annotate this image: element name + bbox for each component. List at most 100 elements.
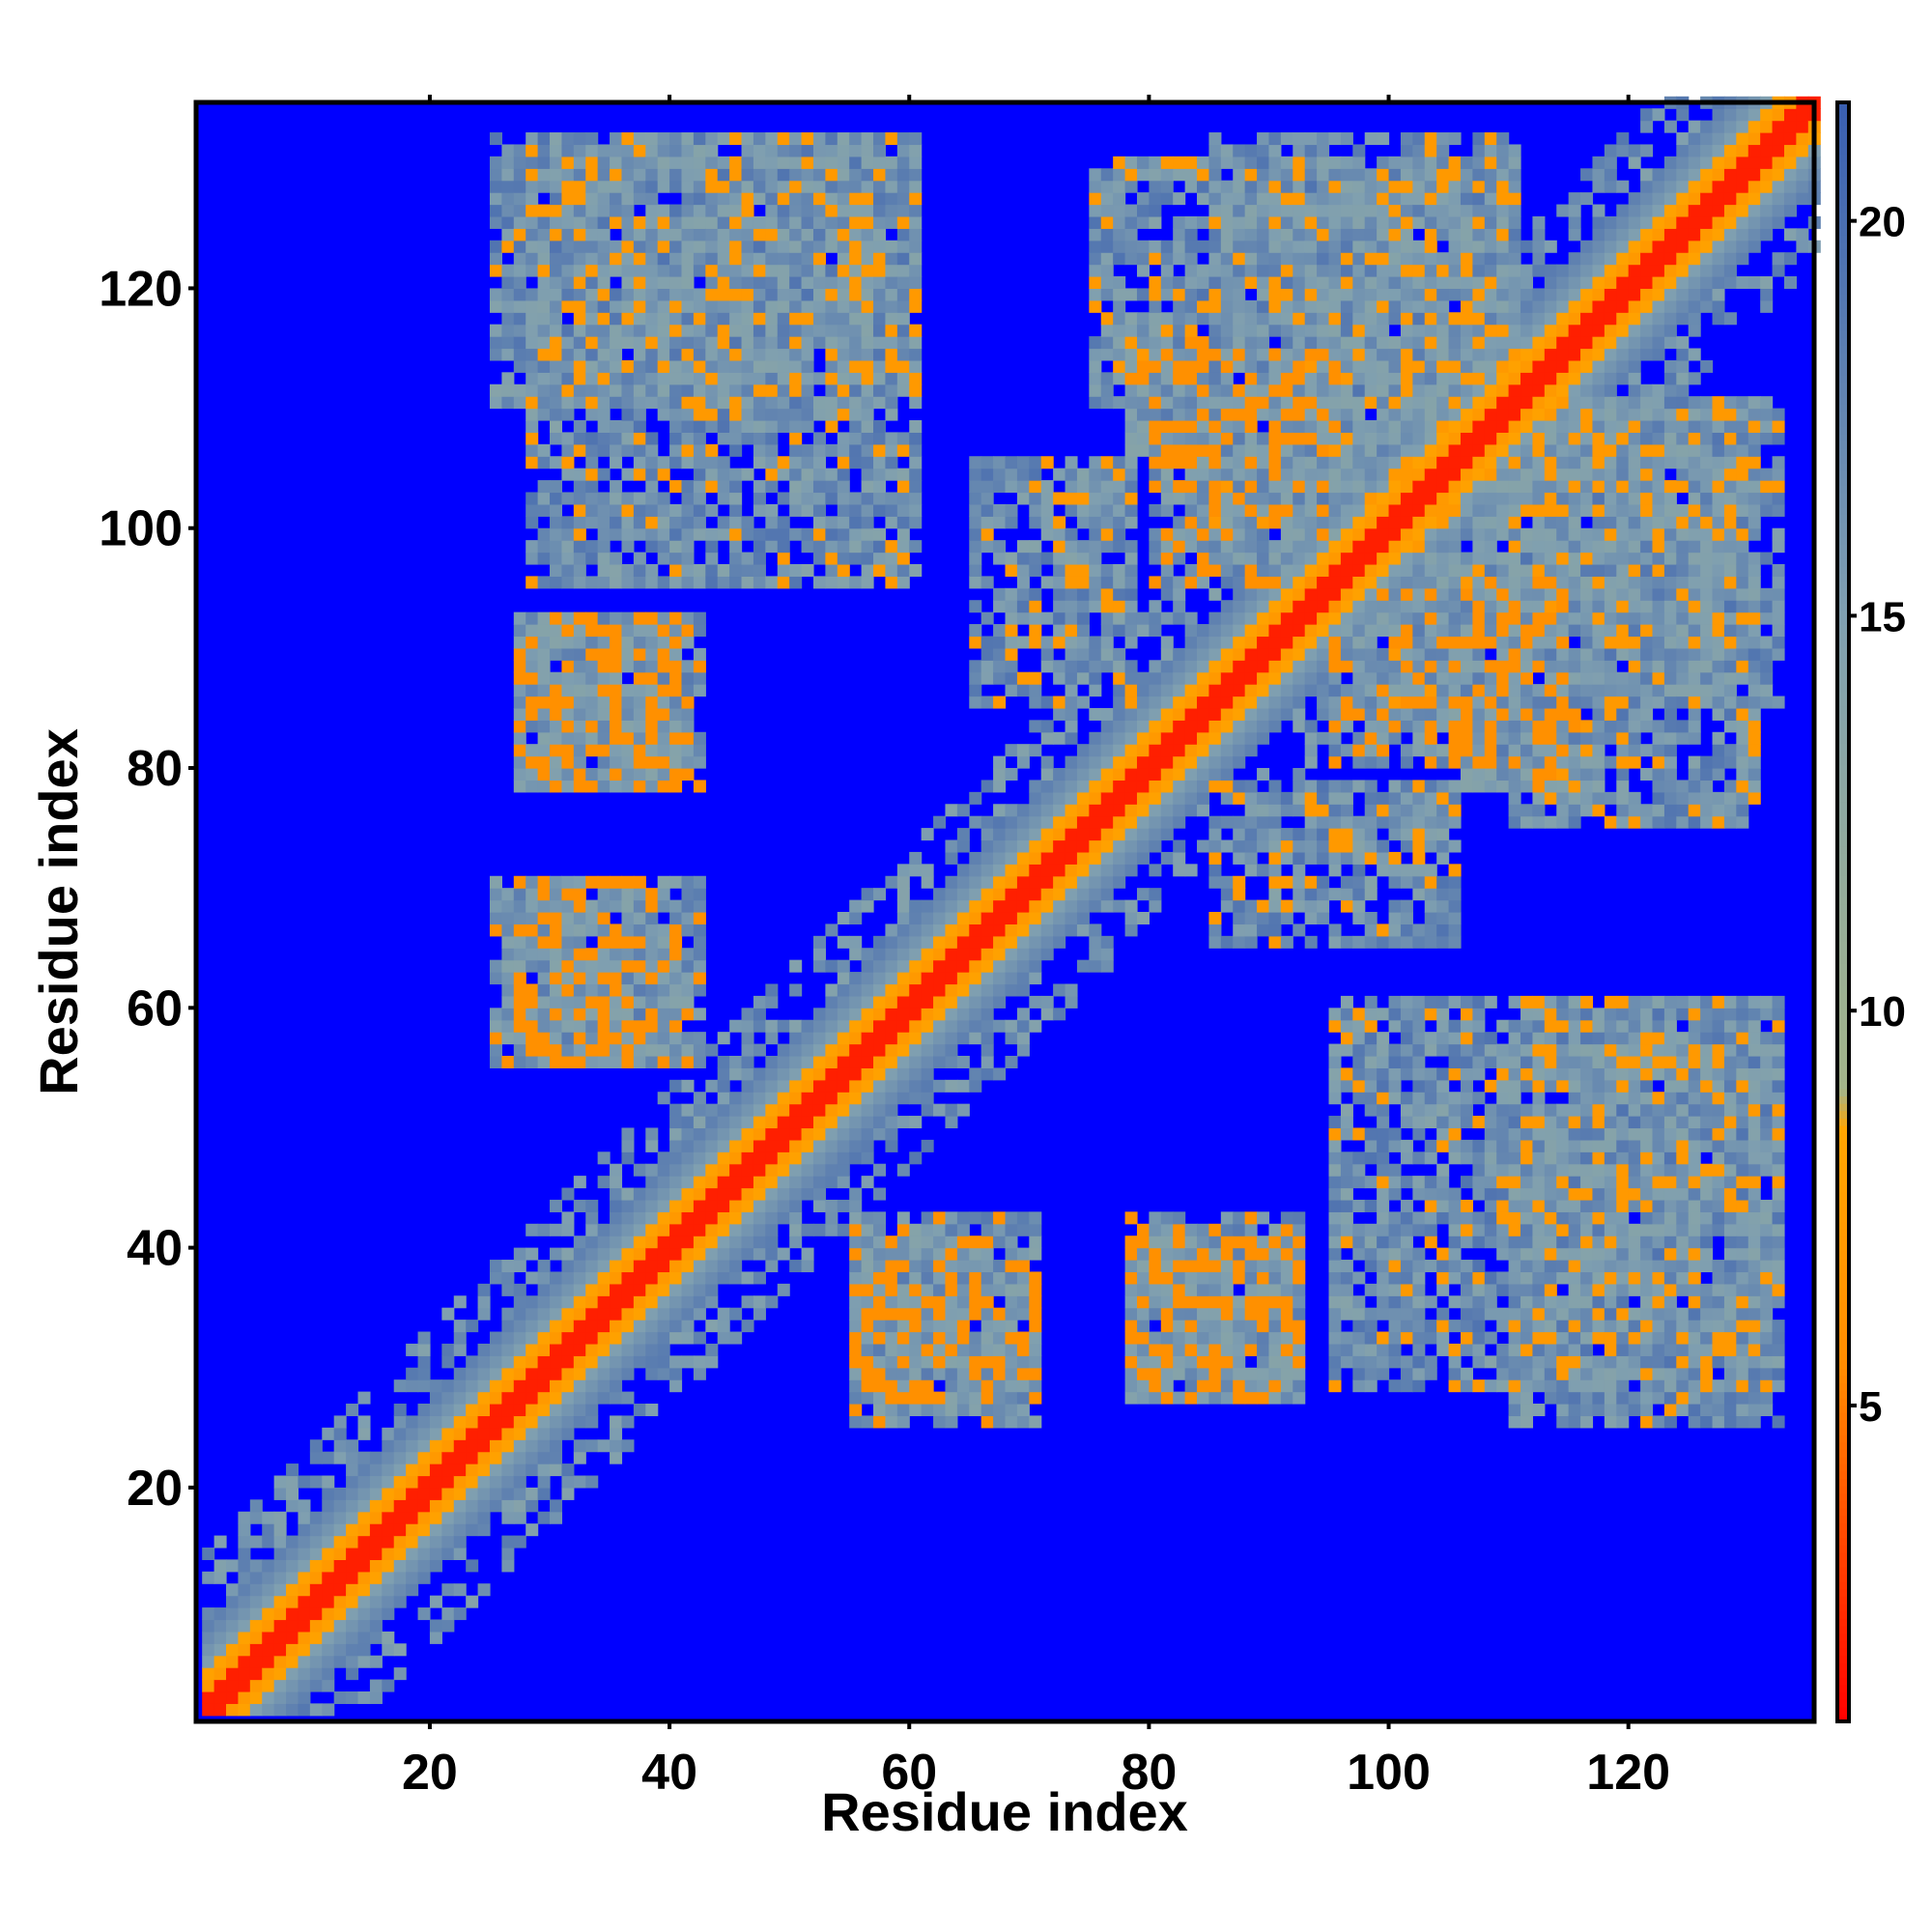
heatmap-cell bbox=[681, 912, 695, 925]
heatmap-cell bbox=[501, 1320, 515, 1333]
heatmap-cell bbox=[1208, 624, 1222, 638]
heatmap-cell bbox=[1005, 948, 1018, 961]
heatmap-cell bbox=[1160, 252, 1174, 266]
heatmap-cell bbox=[693, 348, 706, 361]
heatmap-cell bbox=[1184, 660, 1198, 673]
heatmap-cell bbox=[1005, 815, 1018, 829]
heatmap-cell bbox=[812, 180, 826, 193]
heatmap-cell bbox=[669, 1127, 683, 1141]
heatmap-cell bbox=[1293, 527, 1306, 541]
heatmap-cell bbox=[1268, 1307, 1282, 1321]
heatmap-cell bbox=[429, 1511, 442, 1524]
heatmap-cell bbox=[1197, 804, 1210, 817]
heatmap-cell bbox=[993, 768, 1007, 781]
heatmap-cell bbox=[417, 1451, 431, 1464]
heatmap-cell bbox=[621, 1019, 635, 1033]
heatmap-cell bbox=[861, 1271, 874, 1285]
heatmap-cell bbox=[873, 192, 887, 206]
heatmap-cell bbox=[597, 1355, 611, 1369]
heatmap-cell bbox=[861, 492, 874, 505]
heatmap-cell bbox=[777, 132, 790, 146]
heatmap-cell bbox=[873, 1019, 887, 1033]
heatmap-cell bbox=[526, 1343, 539, 1356]
heatmap-cell bbox=[729, 1223, 743, 1236]
heatmap-cell bbox=[1244, 372, 1258, 385]
heatmap-cell bbox=[657, 1019, 670, 1033]
heatmap-cell bbox=[885, 1379, 898, 1393]
heatmap-cell bbox=[969, 1008, 982, 1021]
heatmap-cell bbox=[298, 1667, 311, 1681]
heatmap-cell bbox=[1029, 563, 1042, 577]
heatmap-cell bbox=[1317, 312, 1330, 326]
heatmap-cell bbox=[1005, 1247, 1018, 1261]
heatmap-cell bbox=[1053, 791, 1066, 805]
heatmap-cell bbox=[1065, 456, 1078, 469]
heatmap-cell bbox=[812, 1092, 826, 1105]
heatmap-cell bbox=[526, 384, 539, 397]
heatmap-cell bbox=[298, 1475, 311, 1489]
heatmap-cell bbox=[812, 492, 826, 505]
heatmap-cell bbox=[597, 563, 611, 577]
heatmap-cell bbox=[561, 563, 575, 577]
heatmap-cell bbox=[789, 468, 803, 481]
heatmap-cell bbox=[1089, 527, 1102, 541]
heatmap-cell bbox=[213, 1703, 227, 1717]
heatmap-cell bbox=[1040, 864, 1054, 877]
heatmap-cell bbox=[621, 1247, 635, 1261]
heatmap-cell bbox=[1317, 636, 1330, 649]
heatmap-cell bbox=[873, 264, 887, 277]
heatmap-cell bbox=[969, 1343, 982, 1356]
heatmap-cell bbox=[417, 1475, 431, 1489]
heatmap-cell bbox=[1040, 995, 1054, 1009]
heatmap-cell bbox=[1149, 396, 1162, 410]
heatmap-cell bbox=[298, 1595, 311, 1608]
heatmap-cell bbox=[1113, 875, 1126, 889]
heatmap-cell bbox=[1029, 540, 1042, 554]
heatmap-cell bbox=[1136, 348, 1150, 361]
heatmap-cell bbox=[861, 888, 874, 901]
heatmap-cell bbox=[645, 1283, 659, 1296]
heatmap-cell bbox=[1220, 1236, 1234, 1249]
heatmap-cell bbox=[561, 1283, 575, 1296]
heatmap-cell bbox=[753, 1019, 766, 1033]
heatmap-cell bbox=[896, 468, 910, 481]
heatmap-cell bbox=[1173, 744, 1186, 757]
heatmap-cell bbox=[681, 1283, 695, 1296]
heatmap-cell bbox=[693, 1271, 706, 1285]
heatmap-cell bbox=[526, 768, 539, 781]
heatmap-cell bbox=[573, 432, 586, 445]
heatmap-cell bbox=[1244, 611, 1258, 625]
heatmap-cell bbox=[537, 204, 551, 217]
heatmap-cell bbox=[741, 468, 754, 481]
heatmap-cell bbox=[1136, 192, 1150, 206]
heatmap-cell bbox=[610, 768, 623, 781]
heatmap-cell bbox=[1317, 228, 1330, 242]
heatmap-cell bbox=[1184, 288, 1198, 301]
heatmap-cell bbox=[441, 1463, 455, 1477]
heatmap-cell bbox=[1280, 228, 1293, 242]
heatmap-cell bbox=[777, 1163, 790, 1177]
heatmap-cell bbox=[861, 204, 874, 217]
heatmap-cell bbox=[645, 1404, 659, 1417]
heatmap-cell bbox=[1233, 684, 1246, 697]
heatmap-cell bbox=[849, 1271, 863, 1285]
heatmap-cell bbox=[489, 1055, 502, 1068]
heatmap-cell bbox=[357, 1690, 371, 1704]
heatmap-cell bbox=[1304, 468, 1318, 481]
heatmap-cell bbox=[849, 336, 863, 350]
heatmap-cell bbox=[621, 731, 635, 745]
heatmap-cell bbox=[573, 180, 586, 193]
heatmap-cell bbox=[1244, 252, 1258, 266]
heatmap-cell bbox=[657, 516, 670, 529]
heatmap-cell bbox=[1208, 419, 1222, 433]
heatmap-cell bbox=[1208, 144, 1222, 157]
heatmap-cell bbox=[1244, 432, 1258, 445]
heatmap-cell bbox=[789, 276, 803, 290]
heatmap-cell bbox=[765, 983, 779, 997]
heatmap-cell bbox=[1136, 1260, 1150, 1273]
heatmap-cell bbox=[1220, 336, 1234, 350]
heatmap-cell bbox=[561, 780, 575, 793]
heatmap-cell bbox=[573, 888, 586, 901]
heatmap-cell bbox=[573, 1199, 586, 1212]
heatmap-cell bbox=[417, 1547, 431, 1560]
